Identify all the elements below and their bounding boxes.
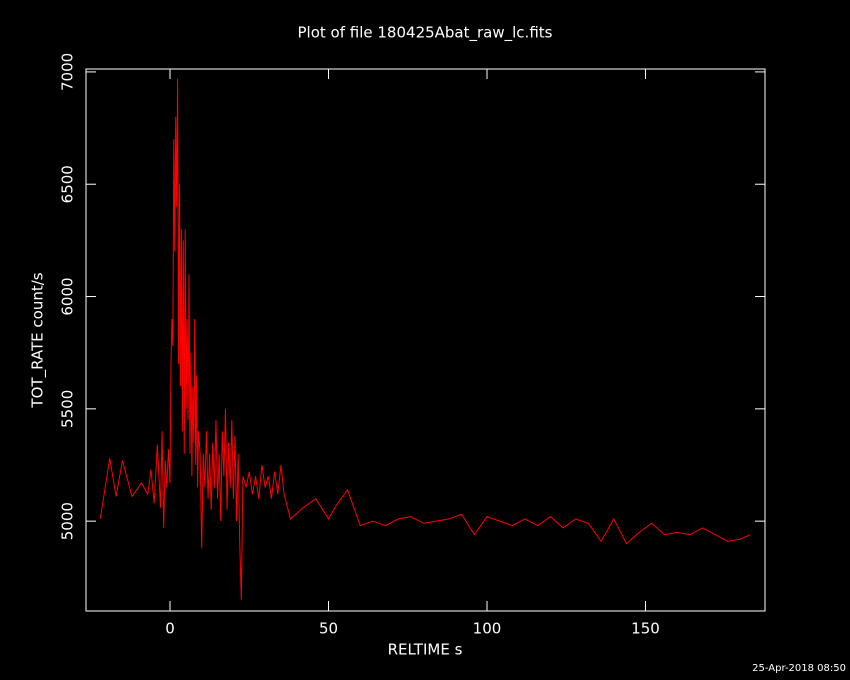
y-tick-label: 5500: [59, 390, 77, 428]
y-tick-label: 7000: [59, 53, 77, 91]
x-tick-label: 50: [319, 620, 338, 638]
y-axis-label: TOT_RATE count/s: [29, 272, 48, 408]
x-tick-label: 150: [631, 620, 660, 638]
y-tick-label: 6000: [59, 277, 77, 315]
footer-timestamp: 25-Apr-2018 08:50: [752, 663, 846, 674]
y-tick-label: 6500: [59, 165, 77, 203]
x-axis-label: RELTIME s: [388, 641, 463, 659]
x-tick-label: 100: [473, 620, 502, 638]
y-tick-label: 5000: [59, 502, 77, 540]
x-tick-label: 0: [165, 620, 175, 638]
plot-frame: [85, 68, 766, 612]
chart-title: Plot of file 180425Abat_raw_lc.fits: [298, 24, 553, 43]
light-curve: [99, 78, 751, 600]
